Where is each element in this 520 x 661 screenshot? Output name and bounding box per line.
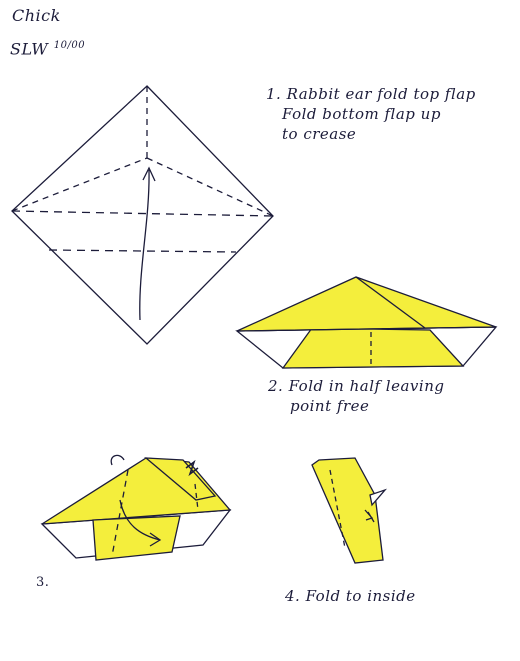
author-initials: SLW <box>10 39 49 59</box>
step2-lower-flap <box>281 327 465 369</box>
step2-line-1: 2. Fold in half leaving <box>268 377 445 395</box>
step3-zigzag-mark <box>185 459 199 477</box>
step3-rotate-arrow <box>110 454 125 466</box>
step3-head <box>144 457 217 501</box>
step3-front-flap <box>92 515 181 561</box>
author-signature: SLW 10/00 <box>10 36 85 59</box>
step4-body <box>311 457 384 564</box>
step4-feet <box>364 509 375 523</box>
step2-diagram <box>235 276 498 369</box>
step3-crease-a <box>111 469 129 557</box>
step2-instructions: 2. Fold in half leaving point free <box>268 376 444 416</box>
step1-line-2: Fold bottom flap up <box>282 105 441 123</box>
step1-midline <box>11 210 274 217</box>
step1-instructions: 1. Rabbit ear fold top flap Fold bottom … <box>266 84 476 144</box>
step1-diagram <box>11 85 274 345</box>
step3-arrowhead <box>149 532 162 547</box>
step4-instructions: 4. Fold to inside <box>285 587 416 605</box>
step1-arrowhead <box>142 166 156 182</box>
step1-fold-arrow <box>139 169 150 321</box>
step2-line-2: point free <box>290 397 370 415</box>
step1-crease-left <box>11 157 148 212</box>
step2-ridge <box>355 276 426 329</box>
step4-beak <box>369 488 388 507</box>
step1-line-1: 1. Rabbit ear fold top flap <box>266 85 476 103</box>
step3-diagram <box>40 454 232 561</box>
step3-label: 3. <box>36 575 50 590</box>
step1-lower-crease <box>48 249 237 253</box>
step4-crease <box>329 469 346 549</box>
step1-line-3: to crease <box>282 125 357 143</box>
diagram-title: Chick <box>12 6 61 25</box>
step1-square-outline <box>11 85 274 345</box>
step3-crease-b <box>194 483 199 511</box>
author-date: 10/00 <box>53 40 86 51</box>
step1-crease-right <box>146 157 274 217</box>
step4-diagram <box>311 457 388 564</box>
step3-fold-arrow <box>119 499 161 541</box>
step2-base-line <box>236 326 497 332</box>
